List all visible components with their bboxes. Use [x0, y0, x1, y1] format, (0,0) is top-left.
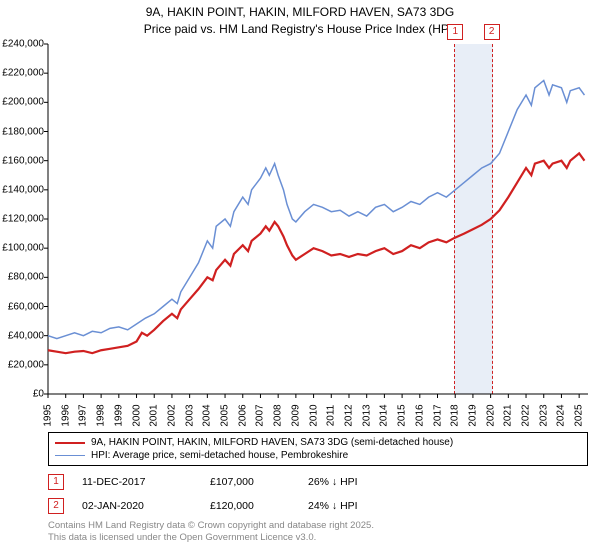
- x-tick-label: 1996: [60, 404, 71, 426]
- x-tick-label: 2017: [432, 404, 443, 426]
- x-tick-label: 2023: [538, 404, 549, 426]
- marker-badge-1: 1: [447, 24, 463, 40]
- sale-row: 2 02-JAN-2020 £120,000 24% ↓ HPI: [48, 494, 588, 518]
- x-tick-label: 2013: [361, 404, 372, 426]
- x-tick-label: 2012: [343, 404, 354, 426]
- series-hpi: [48, 80, 584, 338]
- sale-price: £107,000: [210, 476, 290, 488]
- sale-price: £120,000: [210, 500, 290, 512]
- x-tick-label: 2019: [467, 404, 478, 426]
- y-tick-label: £220,000: [2, 68, 44, 79]
- y-tick-label: £20,000: [8, 359, 44, 370]
- y-tick-label: £200,000: [2, 97, 44, 108]
- y-tick-label: £160,000: [2, 155, 44, 166]
- x-tick-label: 2007: [255, 404, 266, 426]
- y-tick-label: £60,000: [8, 301, 44, 312]
- legend-label: 9A, HAKIN POINT, HAKIN, MILFORD HAVEN, S…: [91, 437, 453, 448]
- x-tick-label: 2002: [166, 404, 177, 426]
- x-tick-label: 2024: [556, 404, 567, 426]
- marker-badge-2: 2: [484, 24, 500, 40]
- x-tick-label: 2001: [149, 404, 160, 426]
- x-tick-label: 1997: [78, 404, 89, 426]
- footnote-line-2: This data is licensed under the Open Gov…: [48, 532, 588, 544]
- footnote: Contains HM Land Registry data © Crown c…: [48, 520, 588, 545]
- x-tick-label: 2005: [220, 404, 231, 426]
- legend-row: HPI: Average price, semi-detached house,…: [55, 449, 581, 462]
- sale-delta: 24% ↓ HPI: [308, 500, 388, 512]
- x-tick-label: 2006: [237, 404, 248, 426]
- y-tick-label: £80,000: [8, 272, 44, 283]
- x-tick-label: 2020: [485, 404, 496, 426]
- x-tick-label: 1999: [113, 404, 124, 426]
- legend: 9A, HAKIN POINT, HAKIN, MILFORD HAVEN, S…: [48, 432, 588, 466]
- x-tick-label: 2009: [290, 404, 301, 426]
- x-tick-label: 2022: [521, 404, 532, 426]
- sales-table: 1 11-DEC-2017 £107,000 26% ↓ HPI 2 02-JAN-202…: [48, 470, 588, 518]
- sale-row: 1 11-DEC-2017 £107,000 26% ↓ HPI: [48, 470, 588, 494]
- x-tick-label: 1998: [96, 404, 107, 426]
- x-tick-label: 2018: [450, 404, 461, 426]
- legend-row: 9A, HAKIN POINT, HAKIN, MILFORD HAVEN, S…: [55, 436, 581, 449]
- footnote-line-1: Contains HM Land Registry data © Crown c…: [48, 520, 588, 532]
- chart-area: £0£20,000£40,000£60,000£80,000£100,000£1…: [48, 44, 588, 394]
- x-tick-label: 2004: [202, 404, 213, 426]
- series-price_paid: [48, 153, 584, 353]
- legend-label: HPI: Average price, semi-detached house,…: [91, 450, 348, 461]
- x-tick-label: 2025: [574, 404, 585, 426]
- chart-title: 9A, HAKIN POINT, HAKIN, MILFORD HAVEN, S…: [0, 0, 600, 38]
- x-tick-label: 2008: [273, 404, 284, 426]
- legend-swatch: [55, 442, 85, 444]
- y-tick-label: £180,000: [2, 126, 44, 137]
- y-tick-label: £0: [33, 389, 44, 400]
- x-tick-label: 2015: [397, 404, 408, 426]
- x-tick-label: 2010: [308, 404, 319, 426]
- y-tick-label: £120,000: [2, 214, 44, 225]
- title-line-1: 9A, HAKIN POINT, HAKIN, MILFORD HAVEN, S…: [0, 4, 600, 21]
- x-tick-label: 2000: [131, 404, 142, 426]
- y-tick-label: £100,000: [2, 243, 44, 254]
- y-tick-label: £240,000: [2, 39, 44, 50]
- sale-date: 11-DEC-2017: [82, 476, 192, 488]
- x-tick-label: 2016: [414, 404, 425, 426]
- x-tick-label: 1995: [43, 404, 54, 426]
- sale-badge: 1: [48, 474, 64, 490]
- sale-badge: 2: [48, 498, 64, 514]
- sale-delta: 26% ↓ HPI: [308, 476, 388, 488]
- x-tick-label: 2011: [326, 405, 337, 427]
- title-line-2: Price paid vs. HM Land Registry's House …: [0, 21, 600, 38]
- y-tick-label: £40,000: [8, 330, 44, 341]
- sale-date: 02-JAN-2020: [82, 500, 192, 512]
- x-tick-label: 2003: [184, 404, 195, 426]
- y-tick-label: £140,000: [2, 184, 44, 195]
- x-tick-label: 2021: [503, 404, 514, 426]
- legend-swatch: [55, 455, 85, 456]
- x-tick-label: 2014: [379, 404, 390, 426]
